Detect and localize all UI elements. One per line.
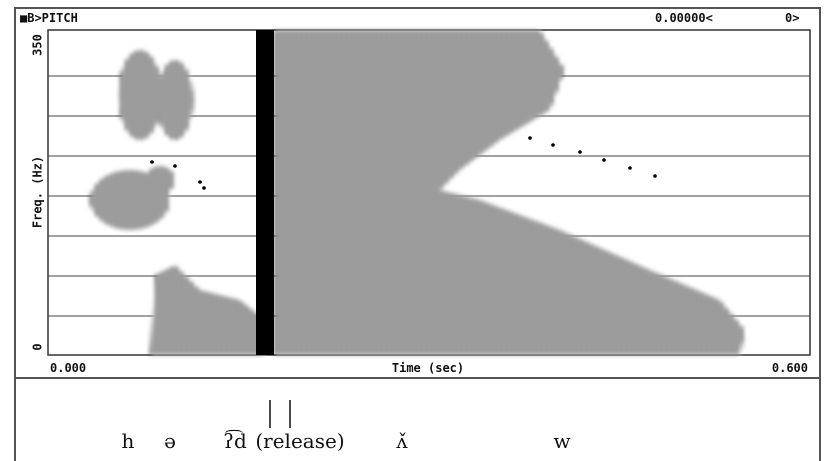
pitch-track bbox=[150, 136, 657, 190]
x-axis-label: Time (sec) bbox=[392, 361, 464, 375]
y-top-label: 350 bbox=[31, 34, 45, 56]
spectrogram bbox=[90, 30, 745, 355]
cursor-readout: 0.00000< bbox=[655, 11, 713, 25]
x-left-label: 0.000 bbox=[50, 361, 86, 375]
segment-label: w bbox=[553, 429, 570, 453]
y-bottom-label: 0 bbox=[31, 343, 45, 350]
window-title: ■B>PITCH bbox=[20, 11, 78, 25]
channel-readout: 0> bbox=[785, 11, 799, 25]
x-right-label: 0.600 bbox=[772, 361, 808, 375]
segment-label: ə bbox=[164, 429, 176, 453]
segment-label: ʌ̌ bbox=[395, 429, 408, 453]
segment-label: h bbox=[122, 429, 135, 453]
segment-label: (release) bbox=[255, 429, 344, 453]
y-axis-label: Freq. (Hz) bbox=[31, 156, 45, 228]
burst bbox=[256, 30, 274, 355]
segment-label: ʔ͡d bbox=[223, 429, 247, 453]
